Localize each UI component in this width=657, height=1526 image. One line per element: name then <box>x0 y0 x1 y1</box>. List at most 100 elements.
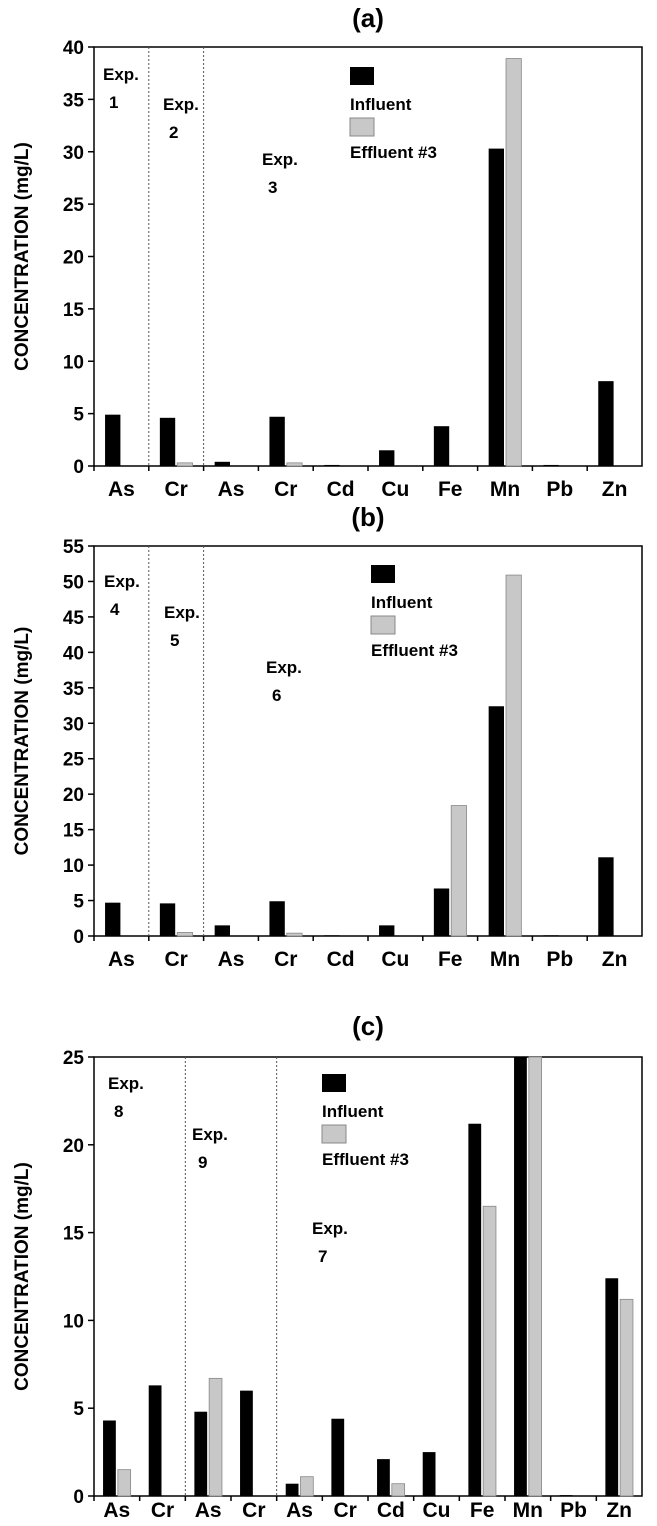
y-tick-label: 45 <box>63 608 85 629</box>
y-tick-label: 15 <box>63 1224 85 1245</box>
x-tick-label: Cu <box>381 478 409 501</box>
chart-c: (c) CONCENTRATION (mg/L) 0 5 10 15 20 25 As Cr As C… <box>12 1011 643 1522</box>
bar-effluent <box>286 932 303 937</box>
x-tick-label: As <box>218 948 245 971</box>
bar-influent <box>598 381 614 466</box>
x-tick-label: As <box>195 1499 222 1522</box>
y-tick-label: 10 <box>63 352 84 373</box>
legend-label-influent: Influent <box>371 593 433 612</box>
legend-swatch-effluent <box>349 117 375 137</box>
bar-effluent <box>286 462 303 467</box>
x-tick-label: Mn <box>513 1499 543 1522</box>
plot-frame <box>93 1056 643 1497</box>
legend-swatch-effluent <box>321 1124 347 1144</box>
y-axis-label: CONCENTRATION (mg/L) <box>12 142 33 371</box>
chart-b: (b) CONCENTRATION (mg/L) 0 5 10 15 20 25 30 35 40 4… <box>12 505 643 971</box>
bar-influent <box>379 925 395 936</box>
chart-a: (a) CONCENTRATION (mg/L) 0 5 10 15 20 25 30 35 40 A… <box>12 3 643 501</box>
y-tick-label: 5 <box>73 892 84 913</box>
bar-effluent <box>450 805 467 937</box>
y-tick-label: 5 <box>73 405 84 426</box>
bar-effluent <box>391 1483 406 1497</box>
bar-effluent <box>482 1205 497 1497</box>
x-tick-label: Fe <box>438 478 463 501</box>
bar-effluent <box>505 574 522 937</box>
bar-effluent <box>528 1056 543 1497</box>
y-axis-label: CONCENTRATION (mg/L) <box>12 627 33 856</box>
experiment-label: Exp. <box>192 1125 228 1144</box>
y-tick-label: 15 <box>63 300 85 321</box>
chart-title: (c) <box>352 1011 384 1041</box>
x-tick-label: Cd <box>327 478 355 501</box>
bar-effluent <box>505 58 522 467</box>
bar-influent <box>598 857 614 936</box>
bar-influent <box>468 1123 482 1496</box>
bar-influent <box>422 1452 436 1496</box>
legend-swatch-influent <box>371 565 395 583</box>
bar-influent <box>214 461 230 466</box>
bar-influent <box>331 1418 345 1496</box>
x-tick-label: Pb <box>546 478 573 501</box>
experiment-number: 5 <box>170 631 179 650</box>
bar-influent <box>433 426 450 466</box>
x-tick-label: Cr <box>151 1499 174 1522</box>
x-tick-label: Zn <box>606 1499 632 1522</box>
x-tick-label: Cu <box>423 1499 451 1522</box>
chart-title: (a) <box>352 3 384 33</box>
x-tick-label: Cr <box>242 1499 265 1522</box>
bar-influent <box>433 888 450 936</box>
experiment-number: 2 <box>169 123 178 142</box>
legend-swatch-influent <box>350 67 374 85</box>
bar-influent <box>324 935 340 936</box>
bar-influent <box>559 1495 573 1496</box>
y-tick-label: 40 <box>63 38 84 59</box>
legend-label-effluent: Effluent #3 <box>371 641 458 660</box>
y-tick-label: 35 <box>63 90 85 111</box>
experiment-label: Exp. <box>104 572 140 591</box>
x-tick-label: Mn <box>490 948 520 971</box>
x-tick-label: Mn <box>490 478 520 501</box>
x-tick-label: Cr <box>165 948 188 971</box>
bar-effluent <box>176 462 193 467</box>
bar-influent <box>269 416 285 466</box>
experiment-number: 9 <box>198 1153 207 1172</box>
y-tick-label: 10 <box>63 856 84 877</box>
bar-influent <box>103 1420 116 1496</box>
legend-label-influent: Influent <box>322 1102 384 1121</box>
bar-influent <box>159 903 176 936</box>
experiment-label: Exp. <box>163 95 199 114</box>
x-tick-label: Cr <box>165 478 188 501</box>
bar-influent <box>194 1411 208 1496</box>
y-tick-label: 35 <box>63 679 85 700</box>
bar-influent <box>324 464 340 466</box>
x-tick-label: Pb <box>560 1499 587 1522</box>
bar-effluent <box>176 932 193 937</box>
bar-influent <box>105 902 121 936</box>
y-tick-label: 20 <box>63 248 84 269</box>
y-tick-label: 40 <box>63 643 84 664</box>
y-tick-label: 5 <box>73 1399 84 1420</box>
x-tick-label: Cd <box>377 1499 405 1522</box>
bar-influent <box>214 925 230 936</box>
legend-swatch-effluent <box>370 615 396 635</box>
experiment-label: Exp. <box>312 1219 348 1238</box>
bar-influent <box>377 1459 390 1496</box>
experiment-number: 7 <box>318 1247 327 1266</box>
y-axis-label: CONCENTRATION (mg/L) <box>12 1162 33 1391</box>
x-tick-label: Cr <box>274 478 297 501</box>
experiment-number: 3 <box>268 178 277 197</box>
bar-effluent <box>619 1298 634 1497</box>
y-tick-label: 25 <box>63 1048 85 1069</box>
y-tick-label: 55 <box>63 537 85 558</box>
experiment-number: 8 <box>114 1102 123 1121</box>
legend-label-effluent: Effluent #3 <box>322 1150 409 1169</box>
bar-influent <box>543 935 559 936</box>
bar-influent <box>148 1385 162 1496</box>
legend-label-influent: Influent <box>350 95 412 114</box>
x-tick-label: Cu <box>381 948 409 971</box>
y-tick-label: 20 <box>63 1136 84 1157</box>
experiment-label: Exp. <box>262 150 298 169</box>
y-tick-label: 10 <box>63 1311 84 1332</box>
bar-influent <box>488 706 504 936</box>
